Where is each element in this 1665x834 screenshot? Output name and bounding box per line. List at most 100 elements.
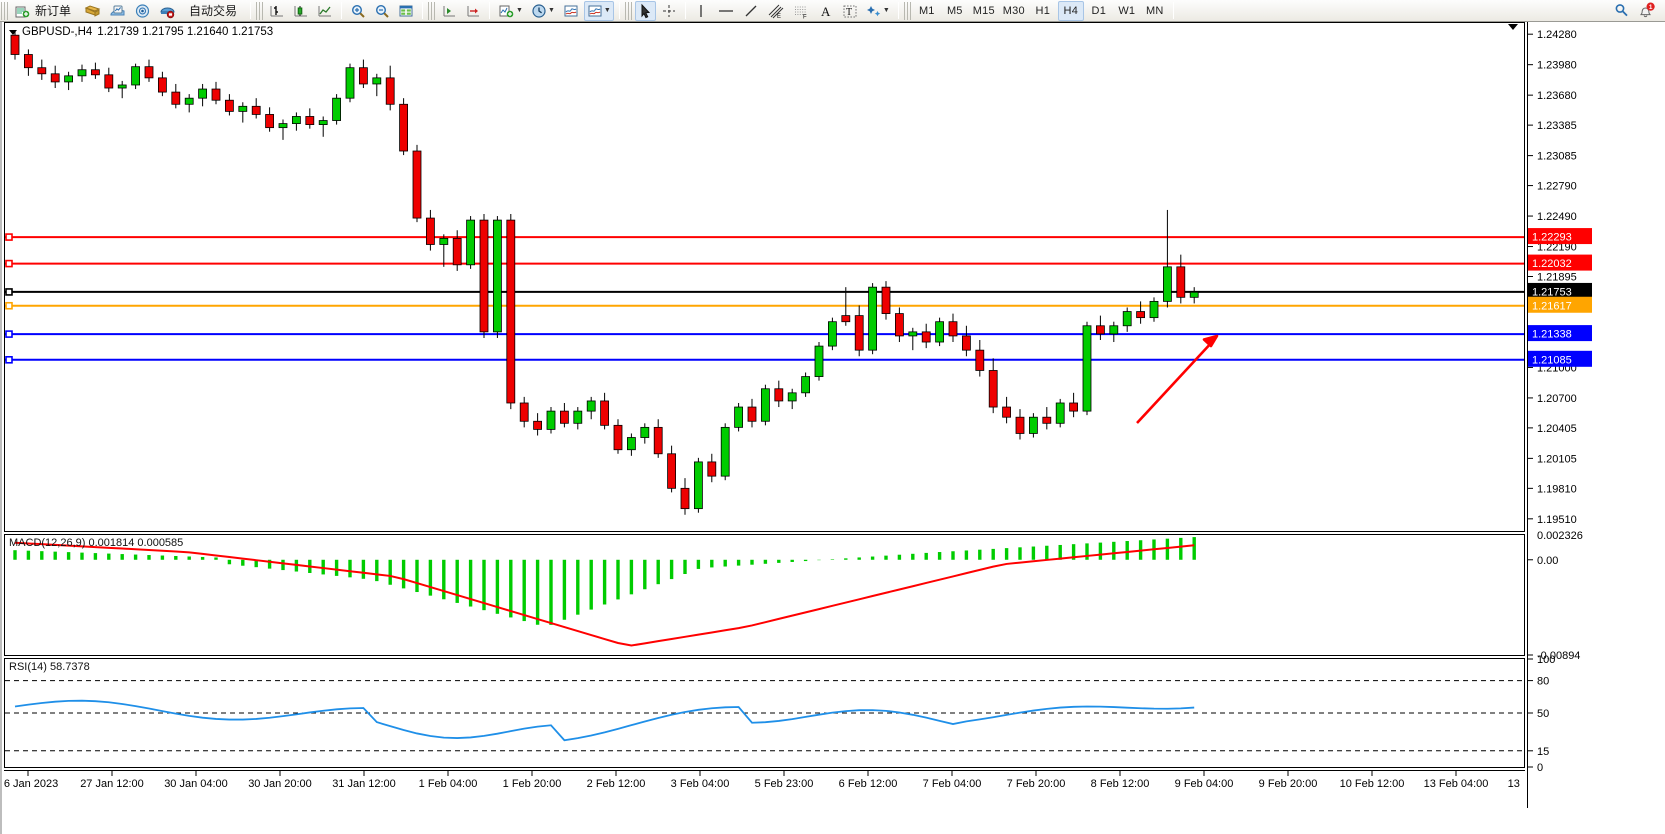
- price-tag-label: 1.21085: [1532, 354, 1572, 366]
- toolbar-separator-3: [422, 2, 424, 19]
- candle-body: [533, 420, 542, 430]
- equidistant-channel-icon: E: [767, 3, 785, 19]
- templates-button[interactable]: [560, 1, 582, 21]
- price-tag-resistance-1: 1.22032: [1528, 254, 1592, 271]
- candle-body: [412, 150, 422, 219]
- candle-body: [948, 321, 958, 337]
- tf-mn-button[interactable]: MN: [1142, 1, 1168, 21]
- tf-w1-button[interactable]: W1: [1114, 1, 1140, 21]
- new-order-button[interactable]: 新订单: [11, 1, 79, 21]
- fibonacci-button[interactable]: F: [790, 1, 814, 21]
- candlestick-button[interactable]: [290, 1, 312, 21]
- price-pane[interactable]: GBPUSD-,H4 1.21739 1.21795 1.21640 1.217…: [4, 22, 1525, 532]
- cursor-button[interactable]: [634, 0, 656, 21]
- macd-tick-label: 0.002326: [1537, 530, 1583, 542]
- bar-chart-button[interactable]: [266, 1, 288, 21]
- candle-body: [667, 453, 676, 489]
- chevron-down-icon-4[interactable]: ▼: [882, 7, 890, 14]
- tf-h4-button[interactable]: H4: [1057, 0, 1084, 21]
- time-tick-label: 10 Feb 12:00: [1340, 778, 1405, 790]
- level-handle-pivot: [5, 301, 13, 310]
- candle-body: [720, 426, 730, 477]
- periods-button[interactable]: ▼: [528, 1, 558, 21]
- collapse-triangle-icon[interactable]: [1508, 24, 1518, 30]
- horizontal-line-button[interactable]: [714, 1, 738, 21]
- chevron-down-icon-3[interactable]: ▼: [603, 7, 611, 14]
- toolbar-grip-4[interactable]: [624, 1, 632, 20]
- symbol-title: GBPUSD-,H4: [22, 26, 93, 38]
- trendline-button[interactable]: [740, 1, 762, 21]
- line-chart-icon: [317, 3, 333, 19]
- templates-active-button[interactable]: ▼: [583, 0, 614, 21]
- candle-body: [761, 388, 770, 422]
- objects-button[interactable]: ▼: [863, 1, 893, 21]
- zoom-out-button[interactable]: [371, 1, 393, 21]
- price-tag-bg: [1528, 254, 1592, 271]
- candle-body: [479, 219, 489, 333]
- rsi-line: [14, 699, 1195, 742]
- tf-m15-button[interactable]: M15: [970, 1, 998, 21]
- tf-m1-button[interactable]: M1: [914, 1, 940, 21]
- candle-body: [425, 217, 435, 245]
- price-axis[interactable]: 1.24280 1.23980 1.23680 1.23385 1.23085 1.227…: [1527, 22, 1665, 808]
- candle-body: [265, 114, 275, 129]
- autotrading-button[interactable]: 自动交易: [181, 1, 245, 21]
- tf-d1-button[interactable]: D1: [1086, 1, 1112, 21]
- crosshair-button[interactable]: [658, 1, 680, 21]
- line-chart-button[interactable]: [314, 1, 336, 21]
- chart-menu-triangle-icon[interactable]: [9, 29, 17, 35]
- toolbar-separator: [250, 2, 252, 19]
- tf-m5-button[interactable]: M5: [942, 1, 968, 21]
- price-tag-label: 1.21753: [1532, 286, 1572, 298]
- candle-body: [854, 315, 864, 351]
- time-tick-label: 9 Feb 04:00: [1175, 778, 1234, 790]
- candle-body: [358, 67, 368, 85]
- candle-body: [224, 99, 234, 112]
- equidistant-channel-button[interactable]: E: [764, 1, 788, 21]
- tf-h1-button[interactable]: H1: [1030, 1, 1056, 21]
- candle-body: [613, 424, 623, 451]
- text-button[interactable]: A: [816, 1, 837, 21]
- toolbar-grip-2[interactable]: [256, 1, 264, 20]
- price-tick-label: 1.19810: [1537, 483, 1577, 495]
- alert-bell-icon: 1: [1638, 2, 1656, 19]
- bar-chart-icon: [269, 3, 285, 19]
- svg-text:E: E: [777, 14, 781, 19]
- zoom-in-button[interactable]: [347, 1, 369, 21]
- toolbar-grip-5[interactable]: [903, 1, 911, 20]
- time-tick-label: 1 Feb 04:00: [419, 778, 478, 790]
- toolbar-grip-3[interactable]: [428, 1, 436, 20]
- terminal-button[interactable]: [156, 1, 179, 21]
- rsi-tick-label: 0: [1537, 762, 1543, 774]
- candle-body: [895, 313, 904, 337]
- indicators-button[interactable]: ▼: [495, 1, 526, 21]
- candle-body: [1055, 402, 1065, 424]
- toolbar-grip[interactable]: [1, 1, 8, 20]
- data-window-button[interactable]: [395, 1, 417, 21]
- time-tick-label: 13 Feb 04:00: [1424, 778, 1489, 790]
- profiles-button[interactable]: [81, 1, 104, 21]
- navigator-button[interactable]: [131, 1, 154, 21]
- candle-body: [680, 487, 690, 510]
- macd-pane[interactable]: MACD(12,26,9) 0.001814 0.000585: [4, 534, 1525, 656]
- time-tick-label: 7 Feb 20:00: [1007, 778, 1066, 790]
- tf-m30-button[interactable]: M30: [1000, 1, 1028, 21]
- rsi-pane[interactable]: RSI(14) 58.7378: [4, 658, 1525, 768]
- macd-svg: [13, 537, 1196, 647]
- market-watch-button[interactable]: [106, 1, 129, 21]
- chevron-down-icon-2[interactable]: ▼: [547, 7, 555, 14]
- time-tick-label: 2 Feb 12:00: [587, 778, 646, 790]
- auto-scroll-button[interactable]: [438, 1, 460, 21]
- candle-body: [921, 331, 931, 343]
- candle-body: [1136, 311, 1145, 319]
- search-button[interactable]: [1610, 1, 1633, 21]
- price-tag-support-1: 1.21338: [1528, 325, 1592, 342]
- alerts-button[interactable]: 1: [1635, 1, 1659, 21]
- chevron-down-icon[interactable]: ▼: [516, 7, 523, 14]
- templates-icon: [563, 3, 579, 19]
- candle-body: [1189, 291, 1199, 298]
- chart-shift-button[interactable]: [462, 1, 484, 21]
- vertical-line-button[interactable]: [691, 1, 712, 21]
- text-label-button[interactable]: T: [839, 1, 861, 21]
- svg-text:A: A: [821, 4, 831, 19]
